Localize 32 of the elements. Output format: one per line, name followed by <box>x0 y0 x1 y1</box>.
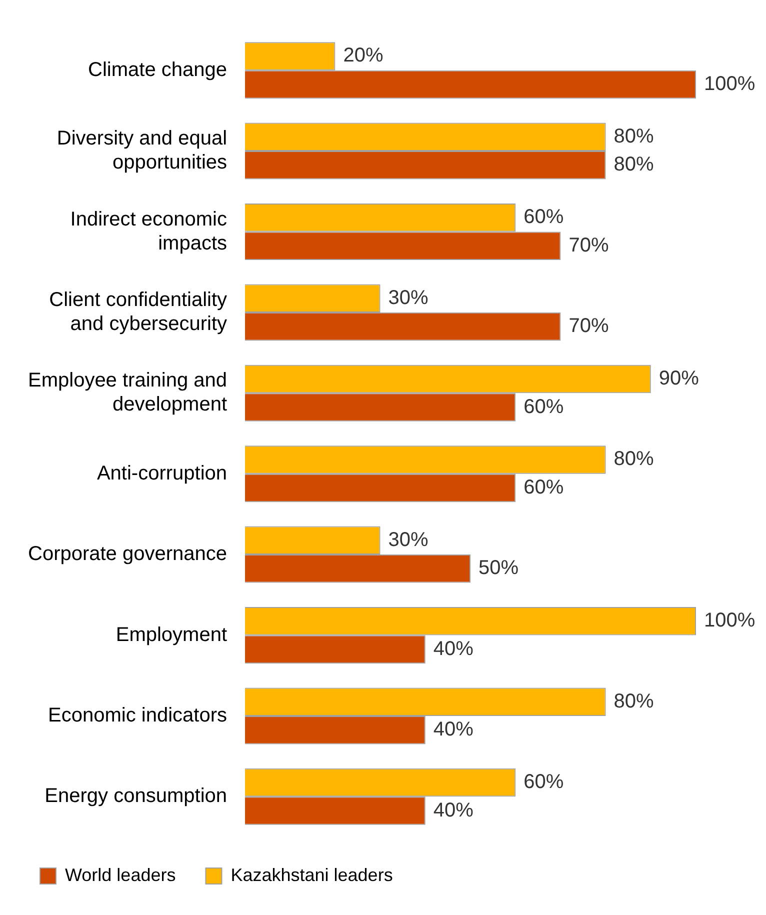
data-label: 30% <box>388 286 429 309</box>
y-tick-label: Client confidentiality and cybersecurity <box>49 288 228 335</box>
data-label: 50% <box>478 557 519 580</box>
data-label: 30% <box>388 528 429 551</box>
data-label: 70% <box>568 315 609 338</box>
data-label: 60% <box>524 476 564 498</box>
data-label: 80% <box>614 690 654 712</box>
data-label: 100% <box>704 610 756 632</box>
data-label: 40% <box>433 718 474 741</box>
data-label: 20% <box>343 44 384 67</box>
legend-label: Kazakhstani leaders <box>230 864 393 885</box>
y-tick-label: Anti-corruption <box>96 462 228 484</box>
legend-label: World leaders <box>65 864 176 885</box>
data-label: 80% <box>614 448 654 470</box>
data-label: 40% <box>433 799 474 822</box>
y-tick-label: Indirect economic impacts <box>70 208 228 254</box>
y-tick-label: Employee training and development <box>28 370 228 416</box>
data-label: 100% <box>704 72 756 95</box>
y-tick-label: Climate change <box>88 58 228 81</box>
y-tick-label: Corporate governance <box>28 543 228 566</box>
data-label: 60% <box>524 206 564 228</box>
y-tick-label: Energy consumption <box>44 785 228 808</box>
data-label: 60% <box>524 771 564 794</box>
y-tick-label: Economic indicators <box>48 704 228 726</box>
y-tick-label: Employment <box>116 624 228 646</box>
data-label: 60% <box>524 396 564 418</box>
y-tick-label: Diversity and equal opportunities <box>56 128 228 174</box>
data-label: 40% <box>433 638 474 660</box>
data-label: 70% <box>568 234 609 256</box>
data-label: 80% <box>614 125 654 148</box>
data-label: 80% <box>614 154 654 176</box>
data-label: 90% <box>658 368 700 390</box>
